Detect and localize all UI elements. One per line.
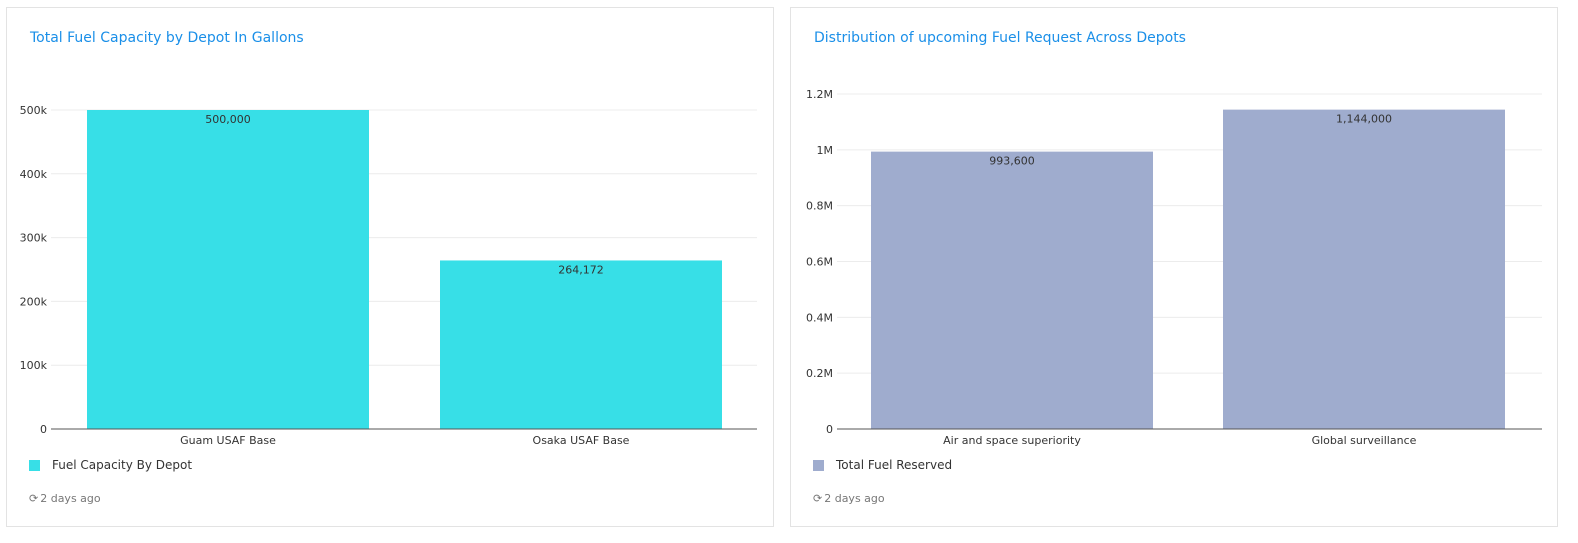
bar	[871, 151, 1153, 429]
legend-swatch	[29, 459, 40, 471]
y-tick-label: 300k	[20, 232, 48, 245]
updated-text: 2 days ago	[824, 492, 885, 505]
legend-label: Total Fuel Reserved	[836, 458, 953, 472]
chart-card-fuel-request: Distribution of upcoming Fuel Request Ac…	[790, 7, 1558, 527]
bar-chart: 0 0.2M 0.4M 0.6M 0.8M 1M 1.2M 993,600 Air and sp…	[806, 88, 1542, 447]
y-tick-label: 0	[826, 423, 833, 436]
data-label: 264,172	[558, 263, 604, 276]
data-label: 500,000	[205, 113, 251, 126]
x-tick-label: Air and space superiority	[943, 434, 1081, 447]
y-tick-label: 200k	[20, 295, 48, 308]
updated-text: 2 days ago	[40, 492, 101, 505]
refresh-icon: ⟳	[29, 492, 39, 505]
legend[interactable]: Total Fuel Reserved	[813, 458, 952, 472]
legend[interactable]: Fuel Capacity By Depot	[29, 458, 192, 472]
y-tick-label: 1M	[817, 144, 834, 157]
legend-swatch	[813, 459, 824, 471]
chart-card-fuel-capacity: Total Fuel Capacity by Depot In Gallons …	[6, 7, 774, 527]
bar	[1223, 109, 1505, 429]
x-tick-label: Guam USAF Base	[180, 434, 276, 447]
y-tick-label: 0.2M	[806, 367, 833, 380]
x-tick-label: Osaka USAF Base	[533, 434, 630, 447]
data-label: 993,600	[989, 155, 1035, 168]
refresh-icon: ⟳	[813, 492, 823, 505]
card-title[interactable]: Distribution of upcoming Fuel Request Ac…	[814, 30, 1186, 46]
bar	[440, 260, 722, 429]
y-tick-label: 500k	[20, 104, 48, 117]
y-tick-label: 0.6M	[806, 256, 833, 269]
bar-chart: 0 100k 200k 300k 400k 500k 500,000 Guam USAF Ba…	[20, 104, 757, 447]
last-updated: ⟳ 2 days ago	[29, 492, 101, 505]
y-tick-label: 0.8M	[806, 200, 833, 213]
bar	[87, 110, 369, 429]
x-tick-label: Global surveillance	[1312, 434, 1417, 447]
y-tick-label: 1.2M	[806, 88, 833, 101]
y-tick-label: 0.4M	[806, 311, 833, 324]
data-label: 1,144,000	[1336, 113, 1392, 126]
legend-label: Fuel Capacity By Depot	[52, 458, 193, 472]
y-tick-label: 100k	[20, 359, 48, 372]
y-tick-label: 0	[40, 423, 47, 436]
y-tick-label: 400k	[20, 168, 48, 181]
card-title[interactable]: Total Fuel Capacity by Depot In Gallons	[30, 30, 304, 46]
last-updated: ⟳ 2 days ago	[813, 492, 885, 505]
